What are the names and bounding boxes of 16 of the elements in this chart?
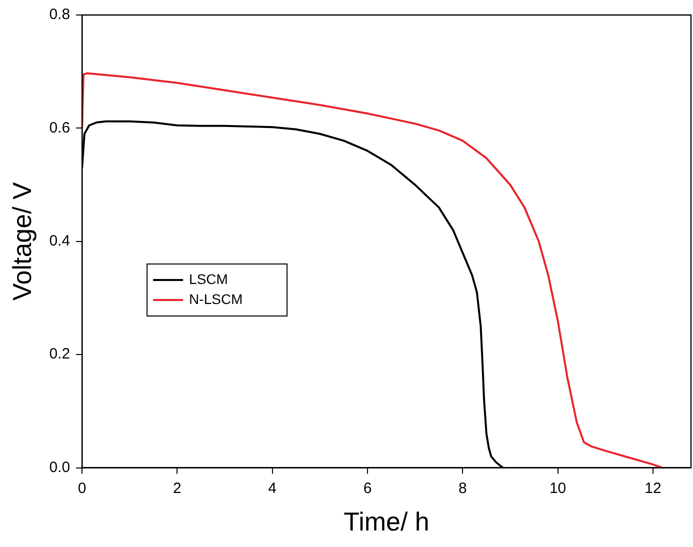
y-axis-title: Voltage/ V: [6, 181, 37, 301]
legend-label: LSCM: [189, 270, 228, 287]
x-tick-label: 10: [549, 480, 566, 497]
y-tick-label: 0.6: [49, 119, 70, 136]
x-tick-label: 6: [363, 480, 372, 497]
y-tick-label: 0.2: [49, 346, 70, 363]
y-tick-label: 0.0: [49, 458, 70, 476]
x-tick-label: 12: [644, 480, 662, 497]
legend-label: N-LSCM: [189, 290, 243, 307]
x-axis-title: Time/ h: [344, 506, 430, 537]
x-tick-label: 4: [268, 480, 277, 497]
x-tick-label: 8: [458, 480, 467, 497]
x-tick-label: 2: [173, 480, 182, 497]
y-tick-label: 0.8: [49, 6, 70, 24]
y-tick-label: 0.4: [49, 232, 70, 250]
x-tick-label: 0: [78, 480, 86, 497]
